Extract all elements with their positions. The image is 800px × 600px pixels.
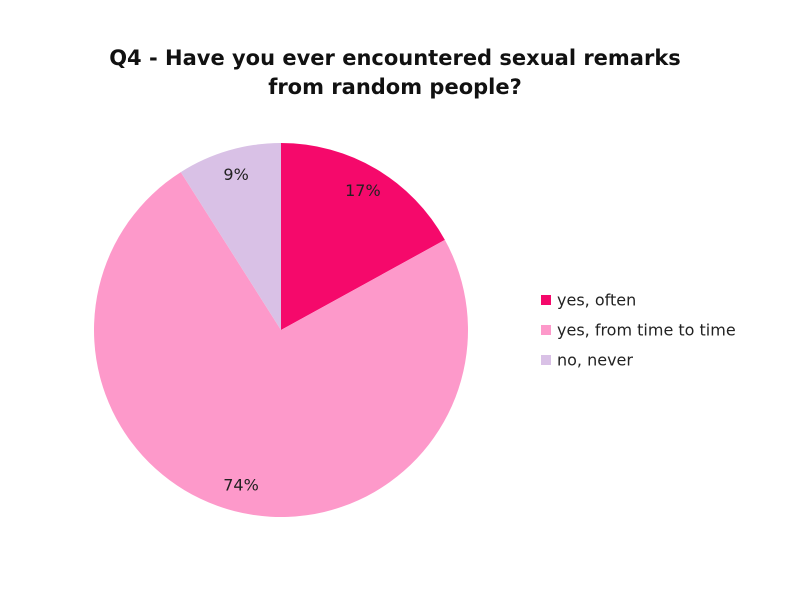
- legend-swatch: [541, 325, 551, 335]
- pie-slice: [94, 172, 468, 517]
- data-label: 74%: [223, 475, 259, 494]
- data-label: 17%: [345, 181, 381, 200]
- legend-label: yes, from time to time: [557, 321, 736, 340]
- legend-swatch: [541, 295, 551, 305]
- data-label: 9%: [223, 165, 248, 184]
- pie-slice: [281, 143, 445, 330]
- legend-label: yes, often: [557, 291, 636, 310]
- pie-slice: [180, 143, 281, 330]
- chart-title: Q4 - Have you ever encountered sexual re…: [109, 46, 681, 99]
- legend-swatch: [541, 355, 551, 365]
- legend-label: no, never: [557, 351, 633, 370]
